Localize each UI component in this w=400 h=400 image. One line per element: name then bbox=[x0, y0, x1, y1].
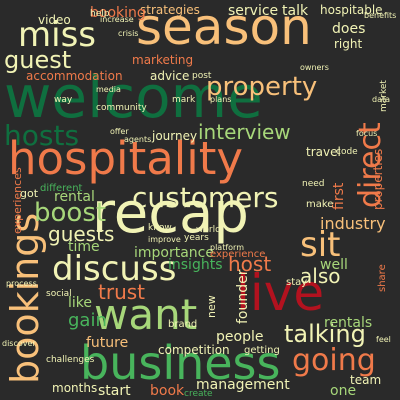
word-process: process bbox=[6, 279, 37, 288]
word-brand: brand bbox=[168, 319, 198, 330]
word-bookings: bookings bbox=[3, 212, 47, 384]
word-create: create bbox=[184, 389, 213, 399]
word-stay: stay bbox=[286, 277, 308, 288]
word-share: share bbox=[377, 264, 388, 292]
word-plans: plans bbox=[210, 95, 232, 104]
word-hospitality: hospitality bbox=[8, 132, 244, 185]
word-journey: journey bbox=[152, 129, 198, 143]
word-discuss: discuss bbox=[52, 249, 177, 289]
word-property: property bbox=[206, 72, 318, 102]
word-strategies: strategies bbox=[140, 3, 200, 17]
word-boost: boost bbox=[34, 198, 107, 228]
word-new: new bbox=[205, 295, 218, 318]
word-season: season bbox=[136, 0, 312, 56]
word-know: know bbox=[148, 223, 172, 233]
word-experience: experience bbox=[210, 249, 266, 260]
word-booking: booking bbox=[90, 5, 146, 21]
word-customers: customers bbox=[132, 181, 279, 214]
word-properties: properties bbox=[371, 148, 385, 210]
word-start: start bbox=[98, 383, 131, 399]
word-travel: travel bbox=[306, 145, 341, 159]
word-guests: guests bbox=[48, 222, 115, 246]
word-talk: talk bbox=[282, 3, 309, 19]
word-like: like bbox=[68, 295, 93, 311]
word-hosts: hosts bbox=[4, 119, 80, 152]
word-time: time bbox=[68, 239, 100, 255]
word-first: first bbox=[331, 182, 347, 210]
word-community: community bbox=[96, 103, 147, 113]
word-years: years bbox=[184, 233, 209, 243]
word-help: help bbox=[90, 9, 110, 19]
word-video: video bbox=[38, 13, 71, 27]
word-post: post bbox=[192, 71, 212, 81]
word-interview: interview bbox=[198, 120, 291, 144]
word-getting: getting bbox=[244, 345, 280, 356]
word-benefits: benefits bbox=[364, 11, 397, 20]
word-founder: founder bbox=[235, 269, 251, 325]
word-hospitable: hospitable bbox=[320, 3, 383, 17]
word-sit: sit bbox=[300, 225, 341, 265]
word-service: service bbox=[228, 3, 279, 19]
word-owners: owners bbox=[300, 63, 329, 72]
word-market: market bbox=[379, 80, 389, 112]
word-right: right bbox=[334, 37, 363, 51]
word-experiences: experiences bbox=[11, 167, 24, 234]
word-host: host bbox=[228, 252, 272, 276]
word-feel: feel bbox=[376, 335, 391, 344]
word-make: make bbox=[306, 199, 334, 210]
word-agents: agents bbox=[124, 135, 152, 144]
word-challenges: challenges bbox=[46, 355, 95, 365]
word-welcome: welcome bbox=[4, 63, 263, 131]
word-trust: trust bbox=[98, 280, 146, 304]
word-marketing: marketing bbox=[132, 53, 194, 67]
word-need: need bbox=[302, 179, 325, 189]
word-media: media bbox=[96, 85, 121, 94]
word-data: data bbox=[372, 95, 391, 104]
word-different: different bbox=[40, 183, 83, 194]
word-people: people bbox=[216, 329, 264, 345]
word-offer: offer bbox=[110, 127, 129, 136]
word-business: business bbox=[80, 336, 281, 390]
word-going: going bbox=[292, 343, 376, 378]
word-book: book bbox=[150, 383, 185, 399]
word-months: months bbox=[52, 381, 98, 395]
word-talking: talking bbox=[284, 320, 366, 348]
word-crisis: crisis bbox=[118, 29, 139, 38]
word-industry: industry bbox=[320, 214, 386, 233]
word-world: world bbox=[196, 225, 221, 235]
word-increase: increase bbox=[100, 15, 134, 24]
word-rentals: rentals bbox=[324, 315, 373, 331]
word-code: code bbox=[336, 147, 358, 157]
word-platform: platform bbox=[210, 243, 244, 252]
word-live: live bbox=[236, 264, 325, 322]
word-competition: competition bbox=[158, 343, 230, 357]
word-management: management bbox=[196, 377, 290, 393]
word-future: future bbox=[86, 335, 129, 351]
word-recap: recap bbox=[92, 181, 249, 246]
word-social: social bbox=[46, 289, 72, 299]
word-improve: improve bbox=[148, 235, 181, 244]
word-miss: miss bbox=[18, 15, 96, 55]
word-mark: mark bbox=[172, 95, 196, 105]
word-discover: discover bbox=[2, 339, 36, 348]
word-also: also bbox=[300, 264, 341, 288]
word-focus: focus bbox=[356, 129, 378, 138]
word-insights: insights bbox=[168, 257, 223, 273]
word-rental: rental bbox=[54, 189, 95, 205]
word-one: one bbox=[330, 383, 357, 399]
word-team: team bbox=[350, 373, 382, 387]
word-guest: guest bbox=[4, 46, 72, 74]
word-importance: importance bbox=[134, 245, 214, 261]
word-way: way bbox=[54, 95, 73, 105]
word-want: want bbox=[94, 290, 198, 339]
word-gain: gain bbox=[68, 310, 107, 331]
word-does: does bbox=[332, 21, 366, 37]
word-accommodation: accommodation bbox=[26, 69, 123, 83]
word-got: got bbox=[20, 187, 39, 200]
word-well: well bbox=[320, 257, 348, 273]
word-advice: advice bbox=[150, 69, 190, 83]
